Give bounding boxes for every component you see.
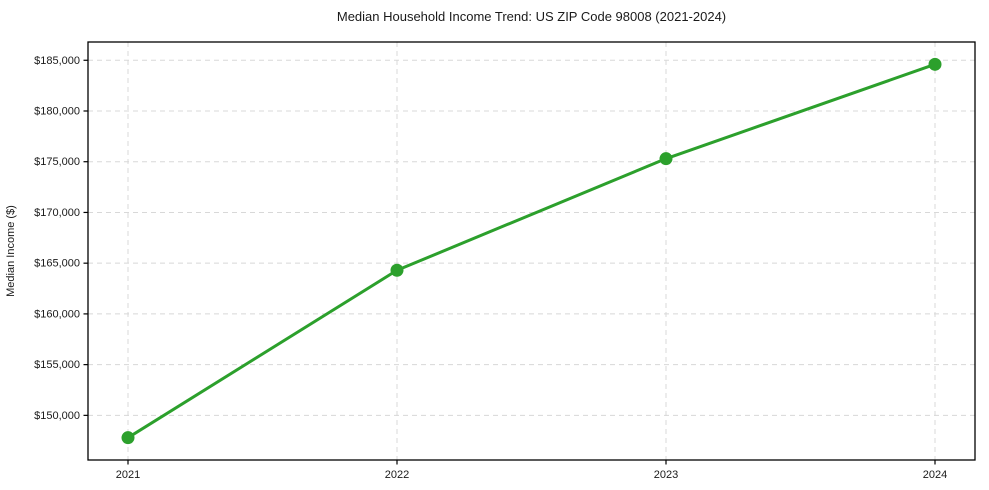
- y-tick-label: $160,000: [34, 308, 80, 320]
- y-tick-label: $165,000: [34, 258, 80, 270]
- chart-title: Median Household Income Trend: US ZIP Co…: [336, 9, 727, 24]
- x-tick-label: 2024: [923, 469, 947, 481]
- axis-border: [87, 41, 976, 461]
- x-tick-label: 2021: [116, 469, 140, 481]
- y-tick-label: $150,000: [34, 410, 80, 422]
- y-tick-label: $180,000: [34, 105, 80, 117]
- x-tick-label: 2023: [654, 469, 678, 481]
- data-point-2023: [659, 152, 673, 166]
- data-point-2021: [121, 431, 135, 445]
- x-tick-label: 2022: [385, 469, 409, 481]
- y-tick-label: $175,000: [34, 156, 80, 168]
- data-point-2024: [928, 57, 942, 71]
- trend-line: [126, 62, 937, 440]
- y-tick-label: $155,000: [34, 359, 80, 371]
- data-point-2022: [390, 263, 404, 277]
- y-tick-label: $185,000: [34, 55, 80, 67]
- y-tick-label: $170,000: [34, 207, 80, 219]
